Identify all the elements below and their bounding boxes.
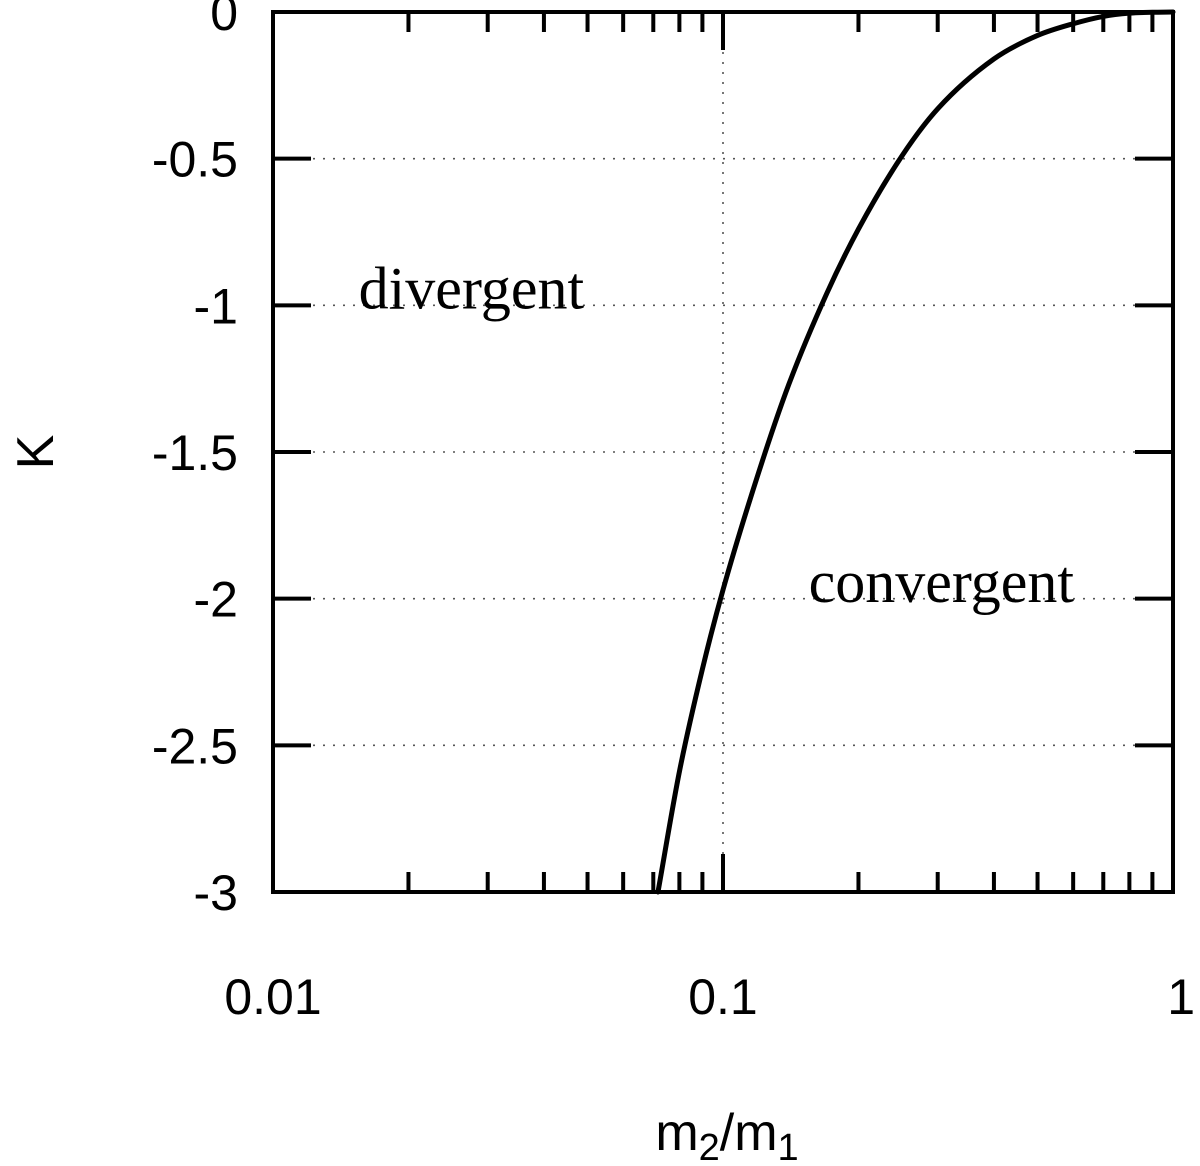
y-tick-label: -0.5 <box>152 132 238 188</box>
x-tick-label: 1 <box>1167 969 1195 1025</box>
y-tick-label: -1.5 <box>152 425 238 481</box>
x-axis-label-base: m <box>655 1104 698 1162</box>
plot-frame <box>271 10 1175 894</box>
region-labels: divergent convergent <box>359 256 1075 615</box>
region-label-divergent: divergent <box>359 256 585 322</box>
y-tick-label: -1 <box>194 278 238 334</box>
x-tick-labels: 0.01 0.1 1 <box>224 969 1195 1025</box>
x-axis-label-sub1: 2 <box>699 1127 720 1166</box>
x-axis-label: m2/m1 <box>655 1104 798 1166</box>
series-line <box>655 9 1176 895</box>
y-tick-label: 0 <box>210 0 238 41</box>
y-tick-labels: 0 -0.5 -1 -1.5 -2 -2.5 -3 <box>152 0 238 921</box>
region-label-convergent: convergent <box>809 549 1075 615</box>
y-tick-label: -3 <box>194 865 238 921</box>
grid-lines <box>273 12 1173 892</box>
y-tick-label: -2 <box>194 572 238 628</box>
x-tick-label: 0.1 <box>688 969 758 1025</box>
x-tick-label: 0.01 <box>224 969 321 1025</box>
y-tick-label: -2.5 <box>152 718 238 774</box>
y-axis-label: K <box>7 434 65 469</box>
x-axis-label-sub2: 1 <box>778 1127 799 1166</box>
x-axis-label-mid: /m <box>720 1104 778 1162</box>
